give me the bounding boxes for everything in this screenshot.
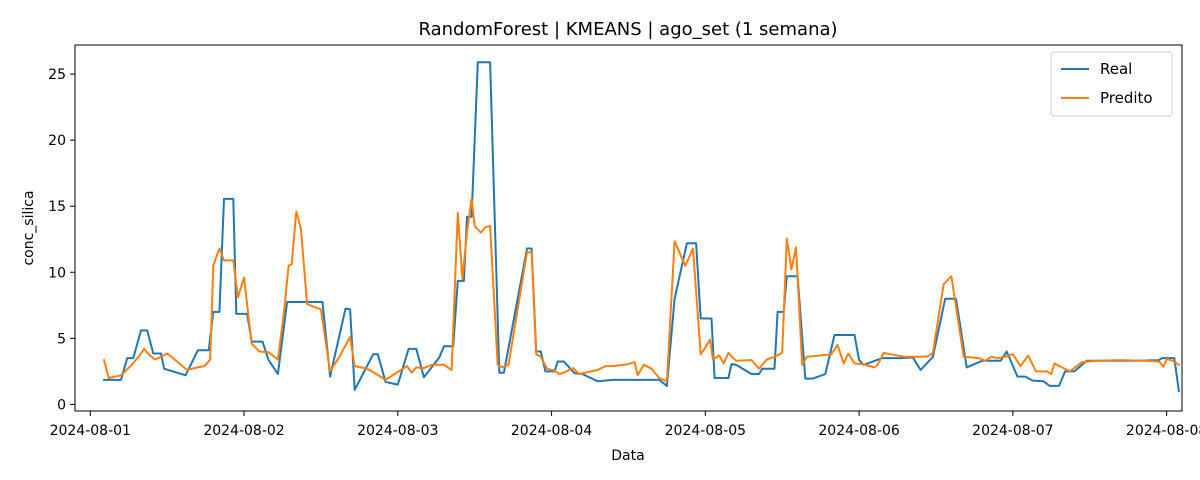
x-tick-label: 2024-08-03 — [357, 423, 438, 439]
y-tick-label: 20 — [48, 133, 66, 149]
x-tick-label: 2024-08-05 — [665, 423, 746, 439]
y-tick-label: 25 — [48, 67, 66, 83]
x-tick-label: 2024-08-07 — [972, 423, 1053, 439]
y-tick-label: 15 — [48, 199, 66, 215]
x-tick-label: 2024-08-06 — [818, 423, 899, 439]
y-tick-label: 5 — [57, 331, 66, 347]
y-axis-label: conc_silica — [21, 190, 37, 265]
y-tick-label: 10 — [48, 265, 66, 281]
x-tick-label: 2024-08-02 — [203, 423, 284, 439]
plot-frame — [74, 44, 1183, 412]
series-line-predito — [102, 197, 1181, 383]
y-tick-label: 0 — [57, 397, 66, 413]
chart-title: RandomForest | KMEANS | ago_set (1 seman… — [418, 19, 837, 40]
x-axis-label: Data — [611, 448, 644, 464]
legend: Real Predito — [1050, 51, 1173, 117]
legend-label-predito: Predito — [1100, 89, 1153, 107]
x-tick-label: 2024-08-01 — [50, 423, 131, 439]
x-tick-label: 2024-08-04 — [511, 423, 592, 439]
x-tick-label: 2024-08-08 — [1126, 423, 1200, 439]
series-line-real — [103, 61, 1181, 393]
legend-label-real: Real — [1100, 60, 1132, 78]
